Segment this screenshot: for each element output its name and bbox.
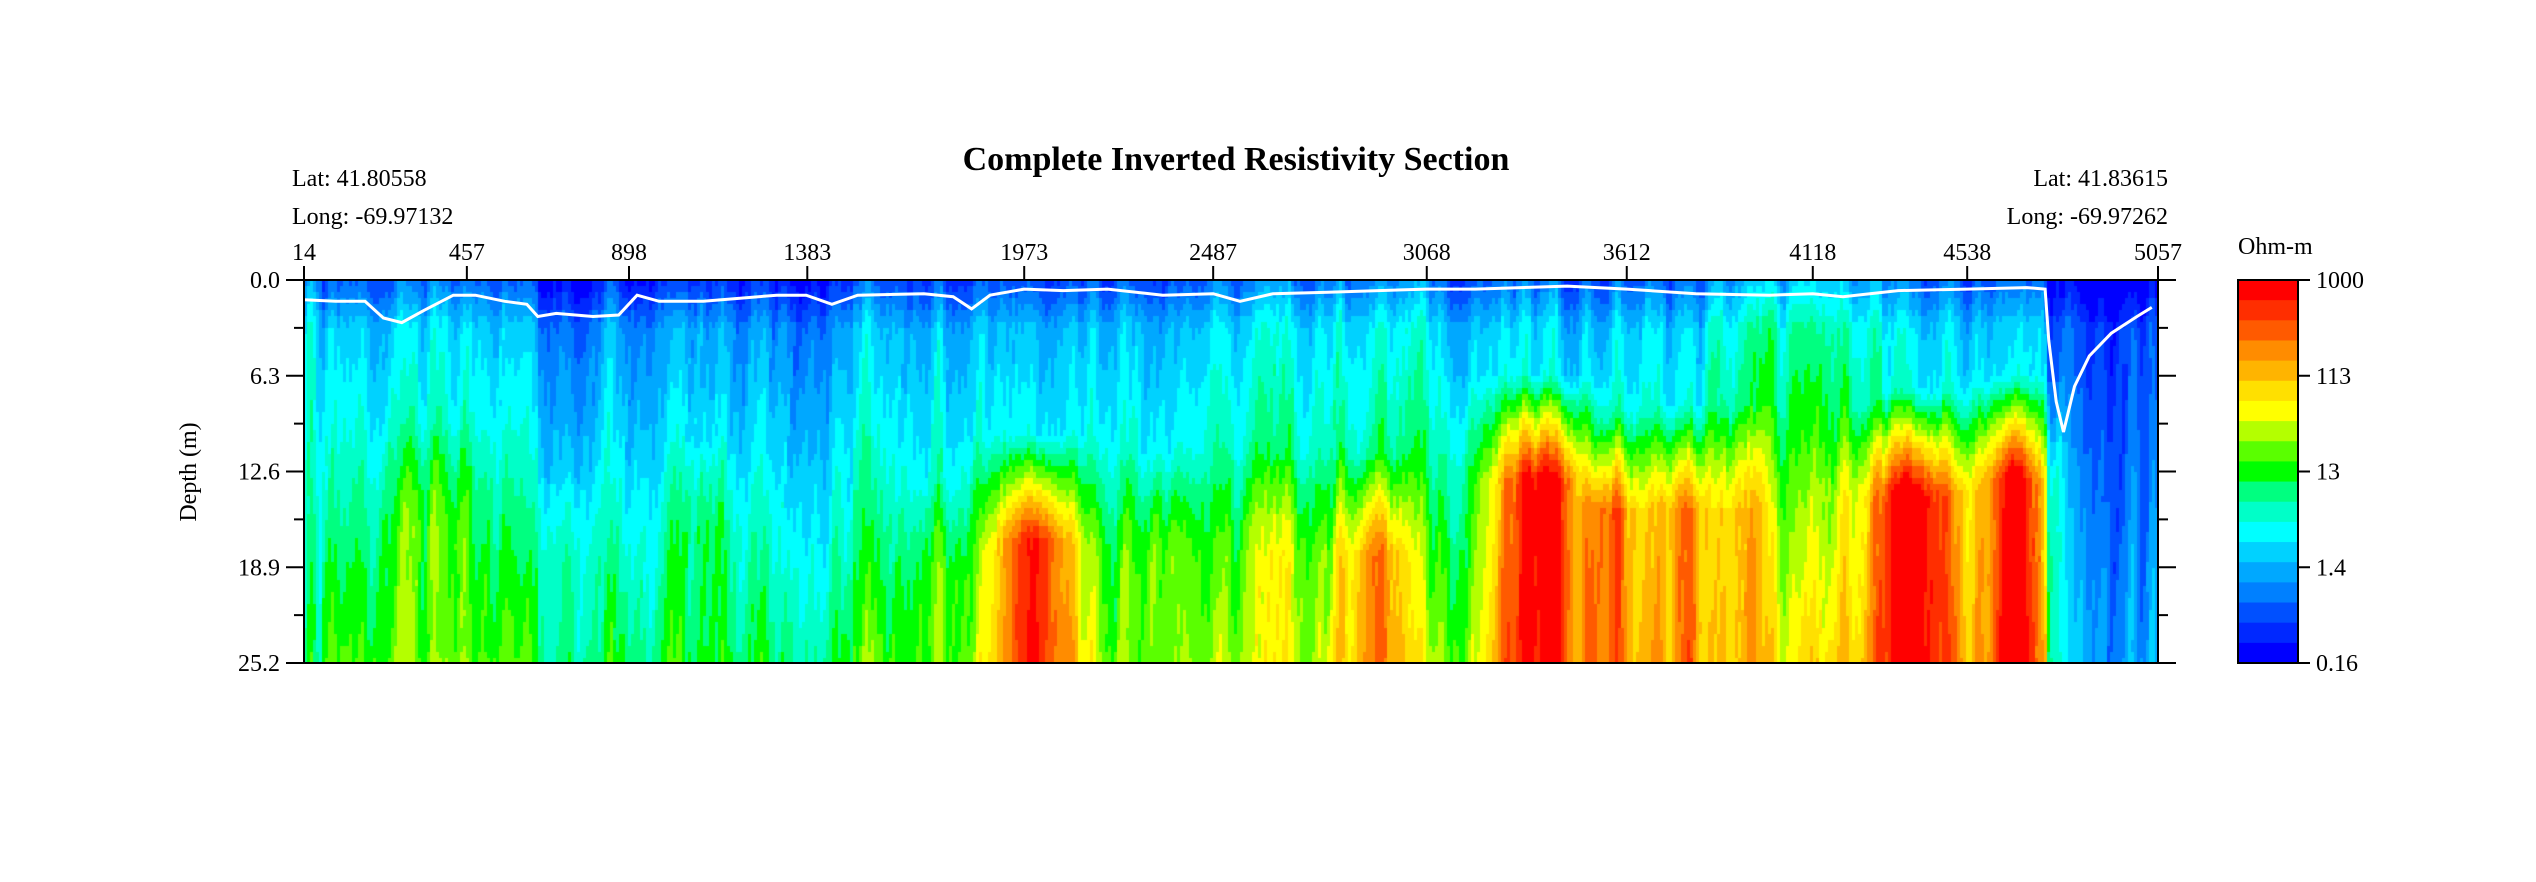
chart-title: Complete Inverted Resistivity Section [963,141,1510,178]
x-tick-label: 457 [449,240,485,266]
colorbar-tick-label: 1.4 [2316,555,2346,581]
x-tick-label: 2487 [1189,240,1237,266]
end-lat-label: Lat: 41.83615 [2033,166,2168,192]
y-axis-label: Depth (m) [176,422,202,521]
colorbar-swatch [2238,340,2298,362]
colorbar-swatch [2238,280,2298,301]
colorbar-swatch [2238,400,2298,422]
colorbar-swatch [2238,501,2298,523]
colorbar-tick-label: 1000 [2316,268,2364,294]
y-tick-label: 12.6 [238,460,280,486]
colorbar-swatch [2238,481,2298,503]
x-axis: 14 457 898 1383 1973 2487 3068 3612 4118 4538 5057 [292,240,2182,280]
plot-area [303,279,2159,664]
colorbar-swatch [2238,642,2298,664]
start-long-label: Long: -69.97132 [292,204,453,230]
colorbar-swatch [2238,622,2298,644]
y-tick-label: 25.2 [238,651,280,677]
resistivity-section [304,280,2158,663]
colorbar-swatch [2238,542,2298,563]
y-tick-label: 6.3 [250,364,280,390]
x-tick-label: 4538 [1943,240,1991,266]
x-tick-label: 4118 [1789,240,1836,266]
colorbar-swatch [2238,582,2298,604]
colorbar-tick-label: 13 [2316,460,2340,486]
surface-line [303,284,2153,433]
colorbar-swatch [2238,602,2298,624]
x-tick-label: 1973 [1000,240,1048,266]
colorbar-tick-label: 113 [2316,364,2351,390]
colorbar-swatch [2238,300,2298,321]
x-tick-label: 898 [611,240,647,266]
colorbar-swatch [2238,320,2298,342]
colorbar-unit-label: Ohm-m [2238,234,2313,260]
colorbar-swatch [2238,461,2298,483]
start-lat-label: Lat: 41.80558 [292,166,427,192]
colorbar: 1000 113 13 1.4 0.16 [2237,268,2364,677]
x-tick-label: 5057 [2134,240,2182,266]
x-tick-label: 3068 [1403,240,1451,266]
x-tick-label: 14 [292,240,316,266]
y-tick-label: 0.0 [250,268,280,294]
end-long-label: Long: -69.97262 [2007,204,2168,230]
y-tick-label: 18.9 [238,555,280,581]
colorbar-tick-label: 0.16 [2316,651,2358,677]
x-tick-label: 1383 [783,240,831,266]
colorbar-swatch [2238,421,2298,442]
colorbar-swatch [2238,360,2298,382]
y-axis: 0.0 6.3 12.6 18.9 25.2 [238,268,2176,677]
colorbar-swatch [2238,441,2298,463]
colorbar-swatch [2238,562,2298,583]
colorbar-swatch [2238,521,2298,543]
colorbar-swatch [2238,380,2298,402]
x-tick-label: 3612 [1603,240,1651,266]
